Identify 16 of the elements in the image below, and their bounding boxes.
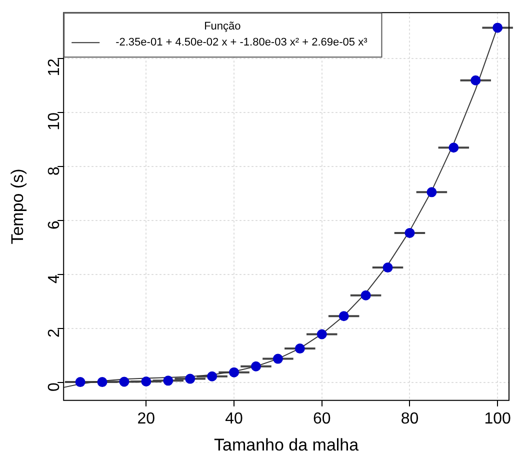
x-tick-label: 80: [400, 410, 419, 428]
legend-label: -2.35e-01 + 4.50e-02 x + -1.80e-03 x² + 2.69e-05 x³: [116, 36, 368, 49]
x-tick-label: 40: [225, 410, 244, 428]
y-tick-label: 8: [46, 166, 64, 176]
y-tick-label: 6: [46, 220, 64, 230]
y-tick-label: 4: [46, 274, 64, 284]
y-tick-label: 12: [46, 58, 64, 76]
y-tick-label: 2: [46, 328, 64, 338]
x-tick-label: 100: [484, 410, 512, 428]
x-tick-label: 20: [137, 410, 156, 428]
legend-title: Função: [204, 20, 241, 33]
x-tick-label: 60: [312, 410, 331, 428]
y-tick-label: 0: [46, 382, 64, 392]
y-axis-title: Tempo (s): [8, 168, 27, 244]
x-axis-title: Tamanho da malha: [214, 435, 360, 454]
y-tick-label: 10: [46, 112, 64, 130]
